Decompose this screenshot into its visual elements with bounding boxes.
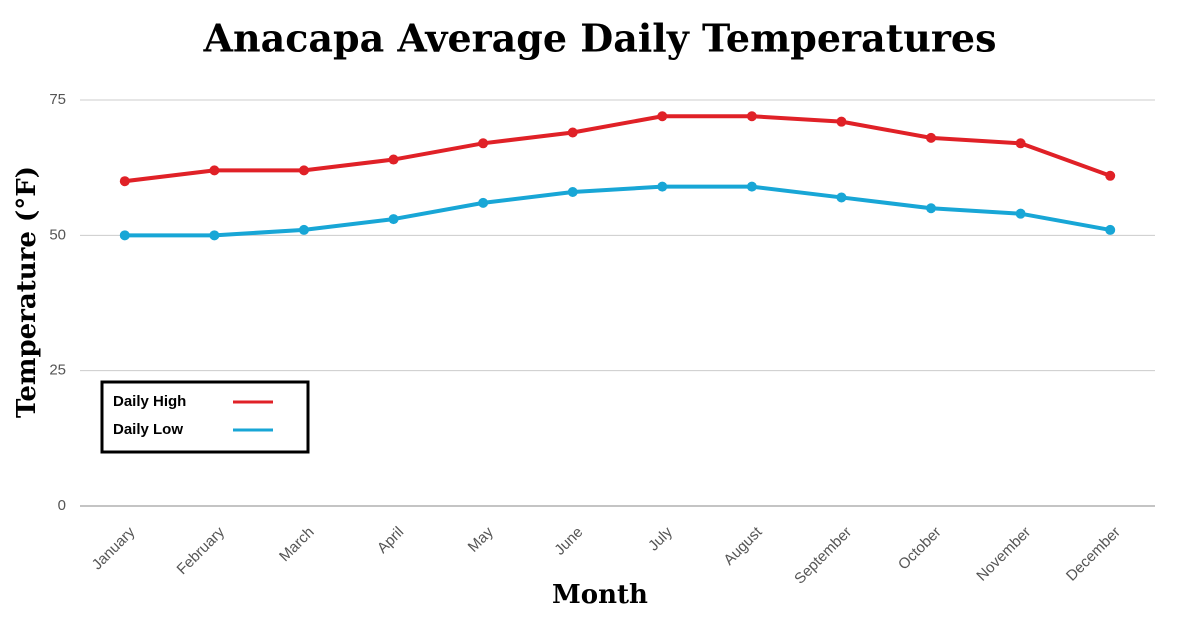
point	[836, 116, 847, 127]
point	[567, 127, 578, 138]
point	[119, 176, 130, 187]
point	[657, 181, 668, 192]
x-tick-label: January	[89, 523, 139, 573]
y-tick-label: 25	[49, 362, 66, 379]
y-tick-label: 0	[58, 497, 66, 514]
point	[567, 187, 578, 198]
point	[1015, 208, 1026, 219]
y-tick-label: 75	[49, 91, 66, 108]
point	[298, 165, 309, 176]
y-tick-label: 50	[49, 226, 66, 243]
x-tick-label: July	[645, 523, 676, 554]
legend-label: Daily High	[113, 393, 186, 410]
point	[657, 111, 668, 122]
chart-title: Anacapa Average Daily Temperatures	[203, 16, 997, 61]
x-tick-label: October	[895, 524, 945, 574]
point	[388, 214, 399, 225]
legend-box	[100, 380, 310, 454]
legend-label: Daily Low	[113, 421, 183, 438]
point	[1105, 170, 1116, 181]
x-tick-label: February	[174, 523, 229, 578]
line	[124, 114, 1111, 184]
x-tick-label: May	[465, 523, 497, 555]
point	[836, 192, 847, 203]
point	[209, 230, 220, 241]
x-tick-label: August	[720, 523, 766, 569]
line	[124, 184, 1111, 238]
x-tick-label: March	[276, 524, 317, 565]
point	[388, 154, 399, 165]
point	[926, 132, 937, 143]
point	[1015, 138, 1026, 149]
point	[1105, 224, 1116, 235]
x-tick-label: April	[374, 524, 407, 557]
point	[298, 224, 309, 235]
point	[478, 197, 489, 208]
x-tick-label: September	[791, 524, 855, 588]
x-tick-label: November	[973, 524, 1034, 585]
point	[119, 230, 130, 241]
x-axis-label: Month	[552, 580, 648, 610]
y-axis-label: Temperature (°F)	[12, 166, 42, 418]
point	[478, 138, 489, 149]
point	[746, 111, 757, 122]
point	[209, 165, 220, 176]
point	[926, 203, 937, 214]
x-tick-label: December	[1063, 524, 1124, 585]
point	[746, 181, 757, 192]
x-tick-label: June	[551, 524, 586, 559]
